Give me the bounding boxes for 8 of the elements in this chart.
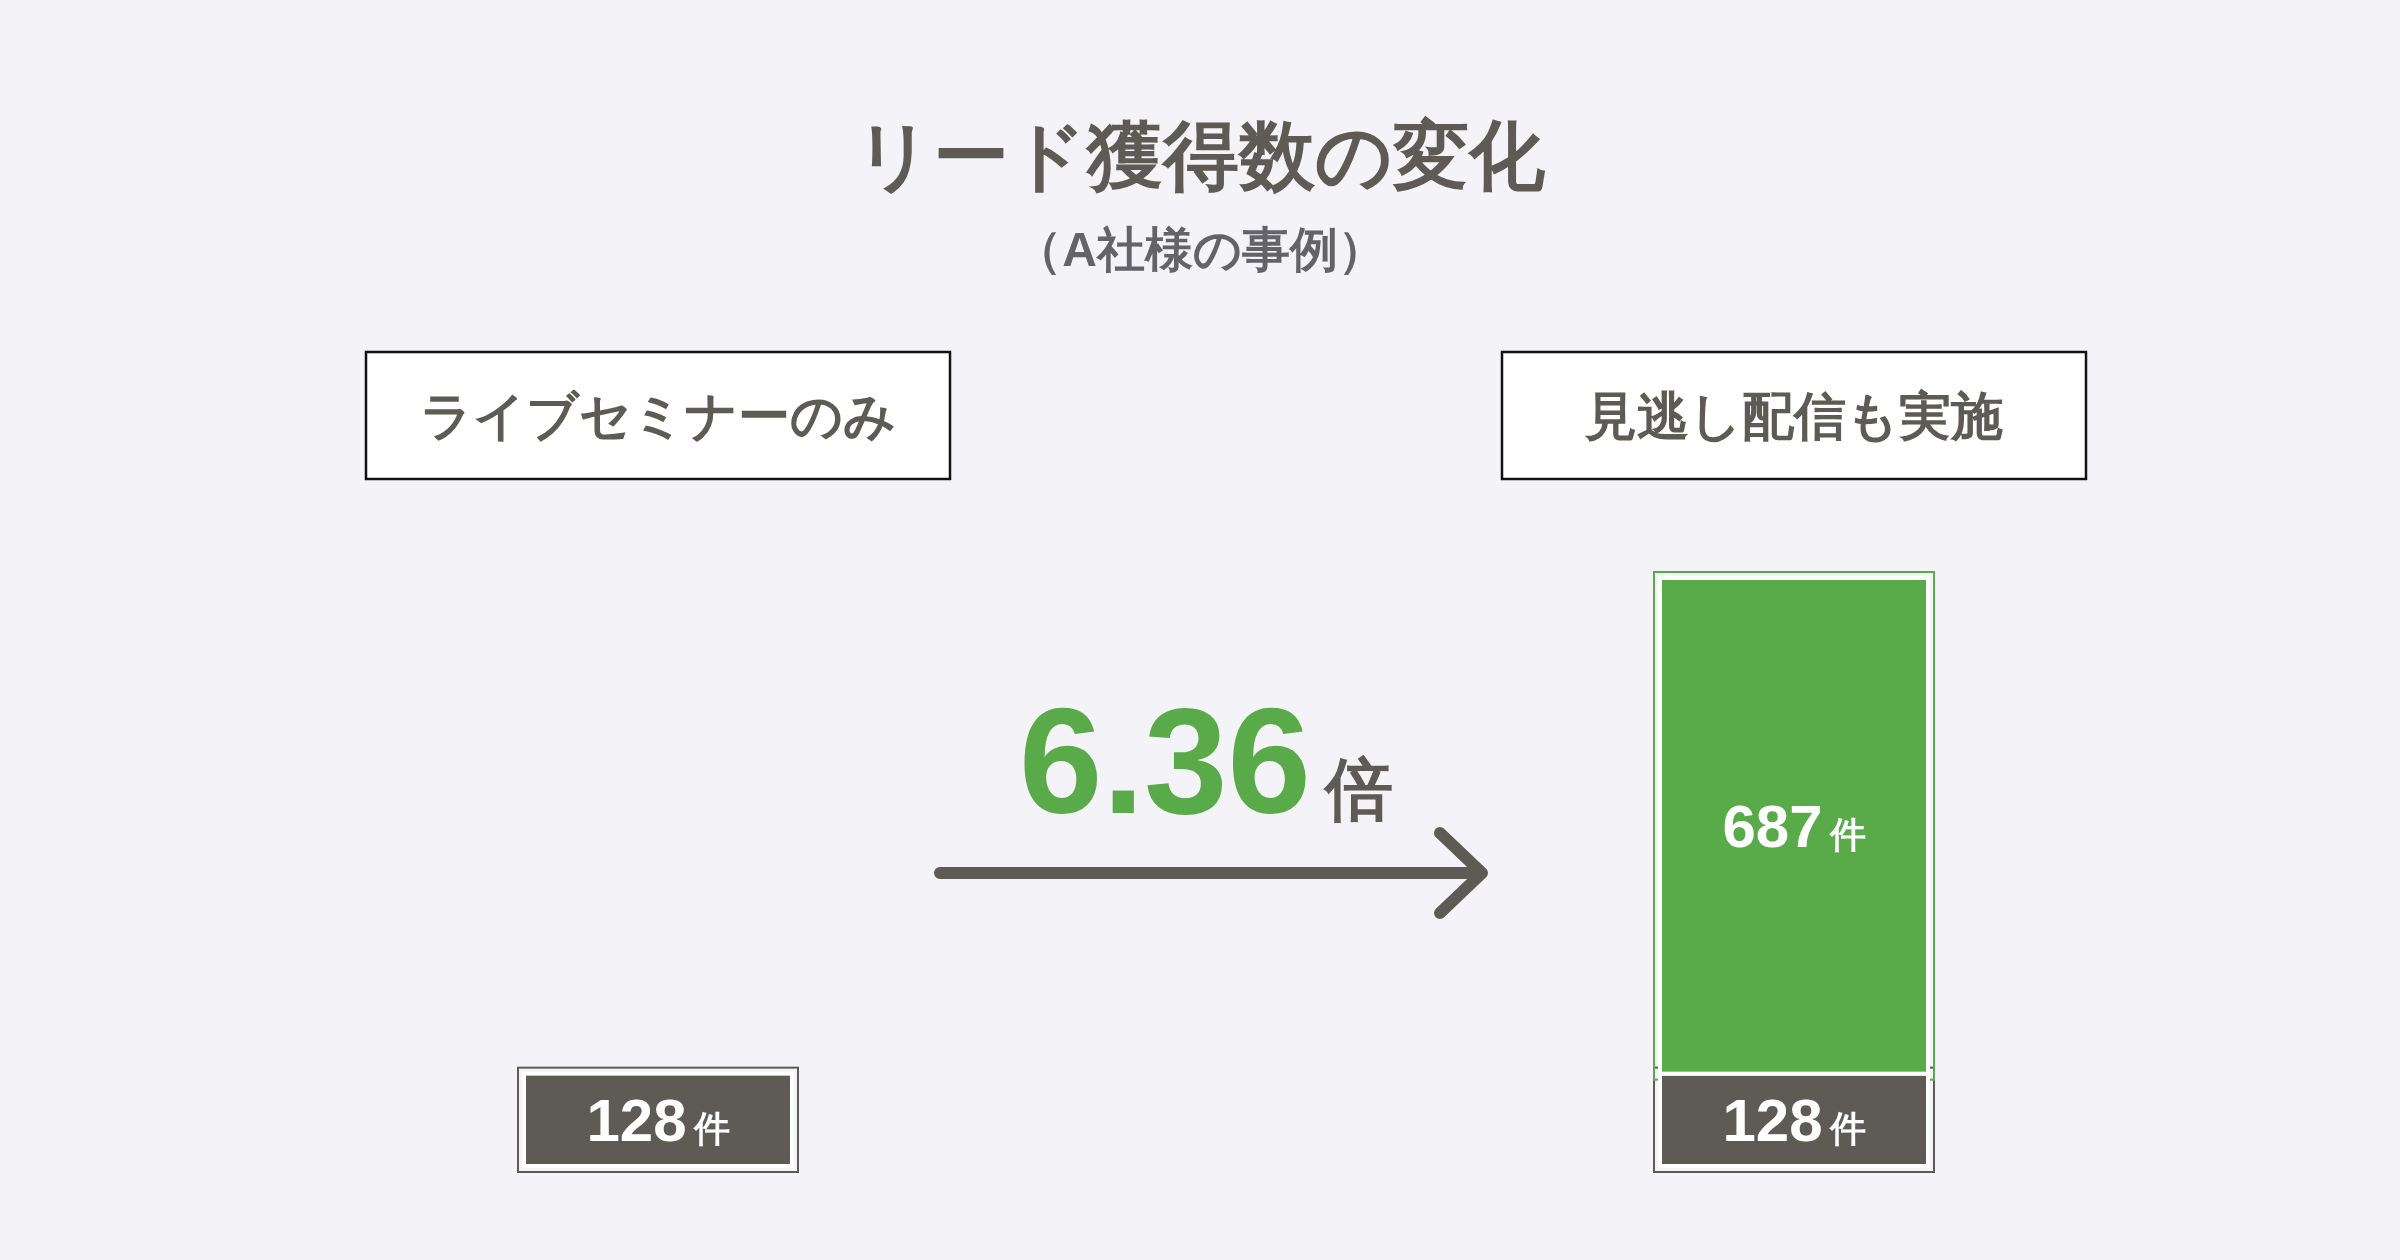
data-label: 687件 [1722,792,1866,860]
chart-subtitle: （A社様の事例） [1014,223,1386,276]
x-tick-label: ライブセミナーのみ [420,387,896,445]
data-label: 128件 [586,1086,730,1154]
annotation: 6.36倍 [1019,677,1393,845]
x-tick-label: 見逃し配信も実施 [1584,387,2003,445]
chart-title: リード獲得数の変化 [855,113,1546,198]
data-label: 128件 [1722,1086,1866,1154]
